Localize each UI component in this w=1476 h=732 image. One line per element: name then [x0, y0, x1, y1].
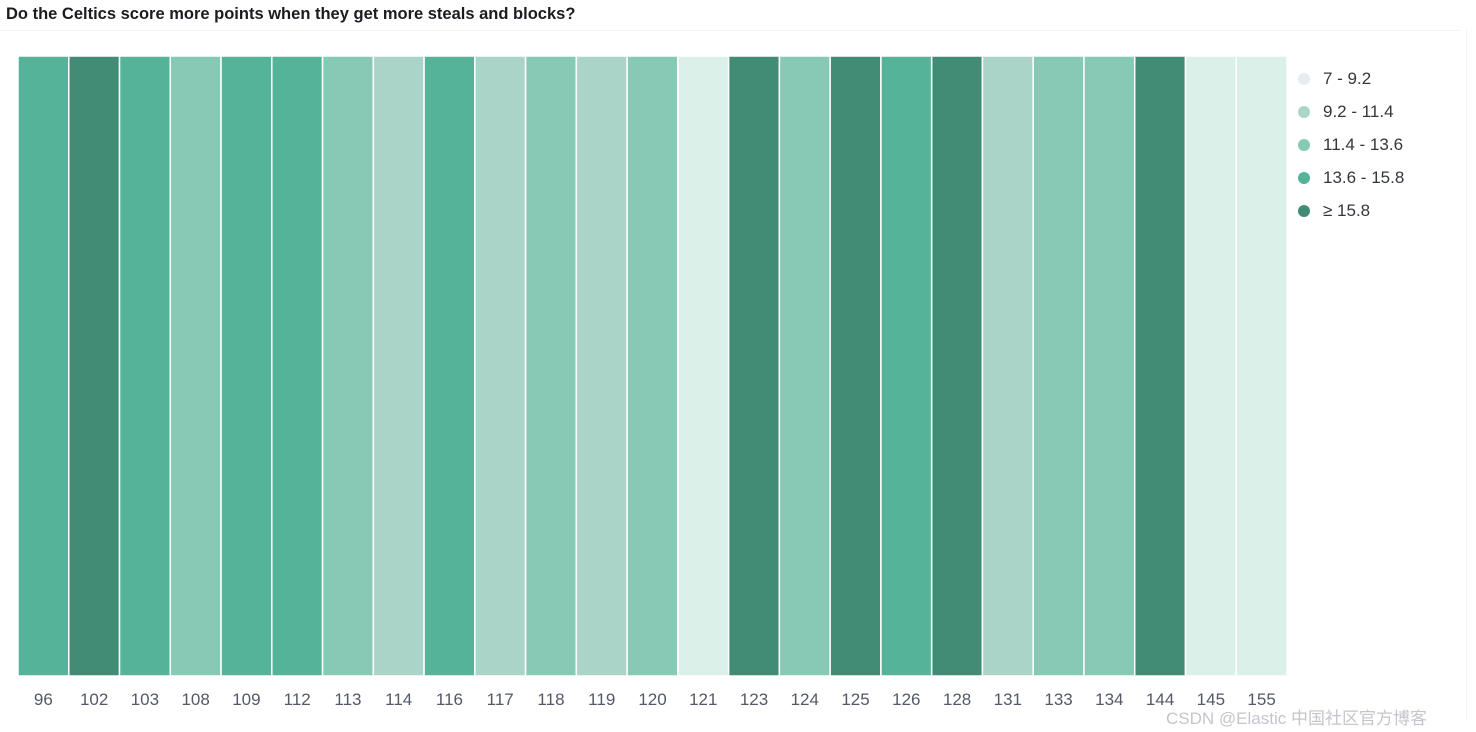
x-tick-label-131: 131: [994, 690, 1022, 709]
x-tick-label-133: 133: [1044, 690, 1072, 709]
legend-item-5[interactable]: ≥ 15.8: [1298, 194, 1404, 227]
heatmap-cell-128[interactable]: [930, 55, 984, 677]
x-tick-label-124: 124: [791, 690, 819, 709]
heatmap-cell-108[interactable]: [169, 55, 222, 677]
heatmap-cell-123[interactable]: [727, 55, 781, 677]
heatmap-cell-134[interactable]: [1083, 55, 1136, 677]
heatmap-cell-119[interactable]: [575, 55, 628, 677]
x-tick-label-134: 134: [1095, 690, 1123, 709]
right-divider: [1466, 30, 1467, 720]
x-tick-label-117: 117: [487, 690, 514, 709]
legend-swatch-icon: [1298, 72, 1310, 85]
legend-label: 13.6 - 15.8: [1323, 167, 1405, 187]
heatmap-cell-112[interactable]: [271, 55, 324, 677]
x-tick-label-114: 114: [385, 690, 412, 709]
heatmap-cell-117[interactable]: [474, 55, 527, 677]
x-tick-label-103: 103: [131, 690, 159, 709]
x-tick-label-118: 118: [537, 690, 564, 709]
legend-item-4[interactable]: 13.6 - 15.8: [1298, 161, 1404, 194]
heatmap-cell-155[interactable]: [1235, 55, 1288, 677]
heatmap-cell-125[interactable]: [829, 55, 882, 677]
legend: 7 - 9.2 9.2 - 11.4 11.4 - 13.6 13.6 - 15…: [1298, 62, 1404, 227]
x-tick-label-155: 155: [1247, 690, 1275, 709]
x-tick-label-120: 120: [638, 690, 666, 709]
heatmap-cell-120[interactable]: [626, 55, 679, 677]
top-divider: [0, 30, 1460, 31]
x-tick-label-125: 125: [841, 690, 869, 709]
heatmap-cell-145[interactable]: [1184, 55, 1237, 677]
x-tick-label-108: 108: [181, 690, 209, 709]
legend-swatch-icon: [1298, 171, 1310, 184]
heatmap-cell-102[interactable]: [68, 55, 121, 677]
watermark: CSDN @Elastic 中国社区官方博客: [1166, 709, 1427, 728]
x-tick-label-128: 128: [943, 690, 971, 709]
legend-item-1[interactable]: 7 - 9.2: [1298, 62, 1404, 95]
heatmap-chart: 96 102 103 108 109 112 113 114 116 117 118 119 120 12…: [17, 55, 1288, 709]
legend-label: 7 - 9.2: [1323, 68, 1372, 88]
x-tick-label-144: 144: [1146, 690, 1174, 709]
legend-label: ≥ 15.8: [1323, 200, 1371, 220]
heatmap-cell-144[interactable]: [1133, 55, 1187, 677]
heatmap-cell-131[interactable]: [981, 55, 1034, 677]
heatmap-cell-109[interactable]: [220, 55, 273, 677]
heatmap-cell-113[interactable]: [321, 55, 375, 677]
heatmap-cell-114[interactable]: [372, 55, 425, 677]
x-tick-label-123: 123: [740, 690, 768, 709]
x-tick-label-145: 145: [1197, 690, 1225, 709]
x-tick-label-109: 109: [232, 690, 260, 709]
heatmap-cell-116[interactable]: [423, 55, 476, 677]
legend-label: 9.2 - 11.4: [1323, 101, 1394, 121]
legend-swatch-icon: [1298, 105, 1310, 118]
legend-label: 11.4 - 13.6: [1323, 134, 1404, 154]
x-tick-label-126: 126: [892, 690, 920, 709]
heatmap-cells: [17, 55, 1288, 677]
x-tick-label-121: 121: [689, 690, 717, 709]
heatmap-cell-121[interactable]: [677, 55, 730, 677]
legend-swatch-icon: [1298, 138, 1310, 151]
legend-item-2[interactable]: 9.2 - 11.4: [1298, 95, 1404, 128]
heatmap-cell-103[interactable]: [118, 55, 172, 677]
x-axis-ticks: 96 102 103 108 109 112 113 114 116 117 118 119 120 12…: [34, 690, 1276, 709]
x-tick-label-113: 113: [334, 690, 361, 709]
heatmap-cell-124[interactable]: [778, 55, 831, 677]
heatmap-cell-133[interactable]: [1032, 55, 1085, 677]
legend-item-3[interactable]: 11.4 - 13.6: [1298, 128, 1404, 161]
legend-swatch-icon: [1298, 204, 1310, 217]
x-tick-label-96: 96: [34, 690, 53, 709]
x-tick-label-116: 116: [436, 690, 463, 709]
x-tick-label-112: 112: [284, 690, 311, 709]
x-tick-label-119: 119: [588, 690, 615, 709]
heatmap-cell-96[interactable]: [17, 55, 70, 677]
x-tick-label-102: 102: [80, 690, 108, 709]
heatmap-cell-118[interactable]: [524, 55, 578, 677]
heatmap-cell-126[interactable]: [880, 55, 933, 677]
chart-title: Do the Celtics score more points when th…: [6, 5, 576, 23]
